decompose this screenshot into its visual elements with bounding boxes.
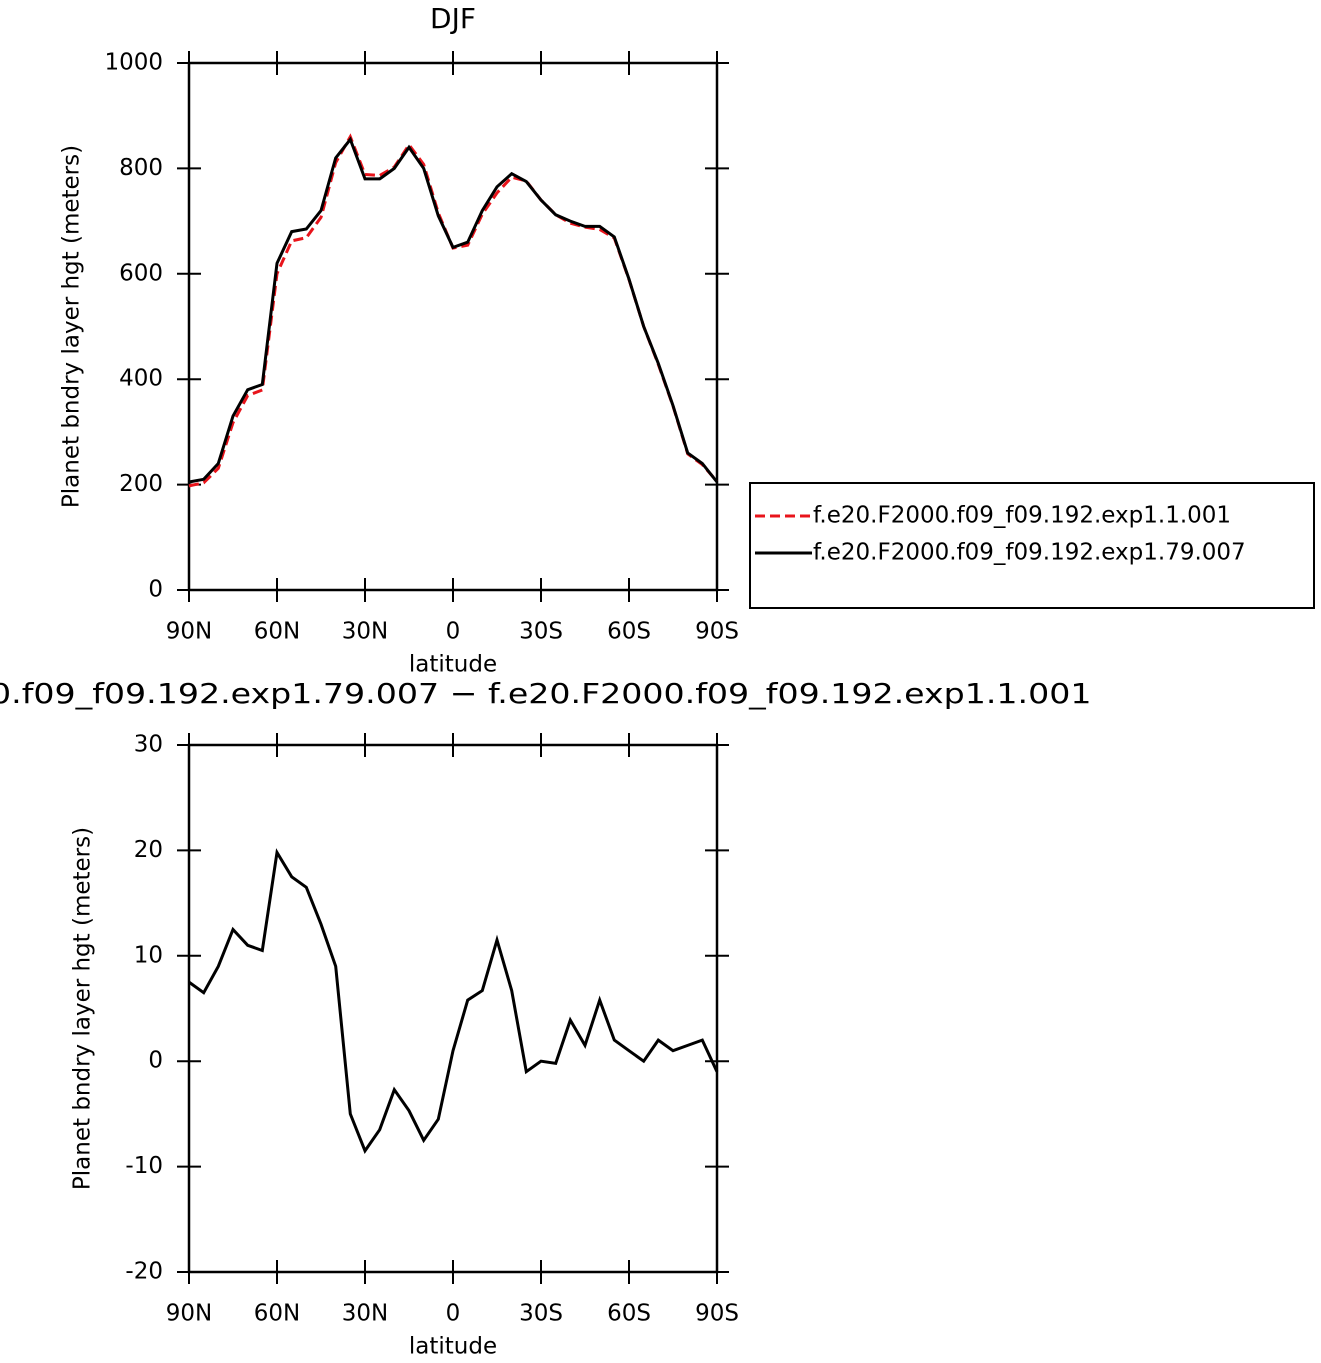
x-tick-label: 60S [607, 619, 651, 645]
x-tick-label: 90S [695, 1301, 739, 1327]
y-tick-label: 600 [119, 260, 163, 286]
series-line [188, 136, 719, 484]
legend-label: f.e20.F2000.f09_f09.192.exp1.79.007 [813, 540, 1246, 566]
x-tick-label: 30N [342, 619, 388, 645]
x-tick-label: 90S [695, 619, 739, 645]
x-tick-label: 60N [254, 619, 300, 645]
x-axis-label: latitude [409, 652, 497, 678]
legend-box [749, 482, 1315, 609]
x-tick-label: 0 [446, 1301, 461, 1327]
y-tick-label: 0 [148, 577, 163, 603]
y-tick-label: 400 [119, 366, 163, 392]
y-tick-label: 800 [119, 155, 163, 181]
y-tick-label: 30 [134, 732, 163, 758]
series-line [188, 848, 719, 1154]
y-axis-label: Planet bndry layer hgt (meters) [59, 145, 85, 508]
y-axis-label: Planet bndry layer hgt (meters) [70, 827, 96, 1190]
y-tick-label: 10 [134, 942, 163, 968]
plot-frame [187, 743, 719, 1274]
legend-label: f.e20.F2000.f09_f09.192.exp1.1.001 [813, 503, 1231, 529]
x-tick-label: 90N [166, 1301, 212, 1327]
x-tick-label: 0 [446, 619, 461, 645]
x-tick-label: 30N [342, 1301, 388, 1327]
y-tick-label: 0 [148, 1048, 163, 1074]
y-tick-label: -10 [125, 1153, 163, 1179]
chart-title: DJF [430, 2, 476, 35]
y-tick-label: 200 [119, 471, 163, 497]
x-tick-label: 90N [166, 619, 212, 645]
x-tick-label: 30S [519, 619, 563, 645]
x-axis-label: latitude [409, 1334, 497, 1360]
y-tick-label: -20 [125, 1259, 163, 1285]
y-tick-label: 1000 [104, 50, 163, 76]
plot-frame [187, 61, 719, 592]
chart-title: f.e20.F2000.f09_f09.192.exp1.79.007 − f.… [0, 677, 1092, 710]
x-tick-label: 30S [519, 1301, 563, 1327]
x-tick-label: 60N [254, 1301, 300, 1327]
y-tick-label: 20 [134, 837, 163, 863]
x-tick-label: 60S [607, 1301, 651, 1327]
